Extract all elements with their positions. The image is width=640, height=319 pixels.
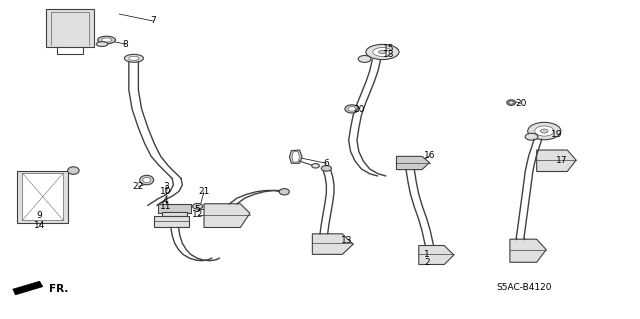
Ellipse shape (129, 56, 139, 60)
Ellipse shape (525, 133, 538, 140)
Polygon shape (154, 216, 189, 227)
Text: 22: 22 (132, 182, 144, 191)
Ellipse shape (528, 122, 561, 140)
Polygon shape (22, 173, 63, 220)
Polygon shape (157, 204, 191, 213)
Text: 5: 5 (195, 205, 200, 214)
Text: 3: 3 (163, 182, 169, 191)
Ellipse shape (509, 101, 513, 104)
Ellipse shape (124, 54, 143, 62)
Text: S5AC-B4120: S5AC-B4120 (496, 283, 552, 292)
Text: 21: 21 (198, 187, 210, 196)
Text: 9: 9 (36, 211, 42, 220)
Polygon shape (162, 212, 187, 216)
Polygon shape (46, 9, 94, 47)
Ellipse shape (68, 167, 79, 174)
Ellipse shape (312, 164, 319, 168)
Text: 6: 6 (323, 159, 329, 168)
Text: 7: 7 (150, 17, 156, 26)
Polygon shape (419, 246, 454, 264)
Polygon shape (13, 281, 43, 295)
Text: 19: 19 (551, 130, 563, 139)
Ellipse shape (97, 42, 108, 47)
Polygon shape (17, 171, 68, 223)
Polygon shape (204, 204, 250, 227)
Text: 14: 14 (34, 221, 45, 230)
Text: 12: 12 (192, 210, 204, 219)
Text: 15: 15 (383, 44, 395, 53)
Text: 16: 16 (424, 151, 435, 160)
Ellipse shape (535, 126, 554, 136)
Text: 8: 8 (123, 40, 129, 48)
Text: 11: 11 (160, 202, 172, 211)
Polygon shape (292, 151, 300, 162)
Ellipse shape (345, 105, 359, 113)
Text: 4: 4 (163, 196, 168, 205)
Text: 20: 20 (354, 105, 365, 114)
Text: 1: 1 (424, 250, 430, 259)
Ellipse shape (140, 175, 154, 185)
Ellipse shape (379, 50, 387, 54)
Ellipse shape (540, 129, 548, 133)
Text: 20: 20 (515, 99, 527, 108)
Text: 18: 18 (383, 50, 395, 59)
Polygon shape (289, 150, 302, 163)
Ellipse shape (507, 100, 516, 105)
Text: 2: 2 (424, 258, 430, 267)
Ellipse shape (358, 56, 371, 63)
Text: FR.: FR. (49, 284, 68, 294)
Ellipse shape (101, 38, 111, 42)
Ellipse shape (98, 36, 115, 44)
Ellipse shape (321, 166, 332, 171)
Ellipse shape (279, 189, 289, 195)
Polygon shape (312, 234, 353, 254)
Text: 10: 10 (160, 187, 172, 196)
Text: 17: 17 (556, 156, 568, 165)
Text: 13: 13 (341, 236, 353, 245)
Polygon shape (510, 239, 546, 262)
Ellipse shape (193, 204, 203, 209)
Polygon shape (396, 156, 429, 170)
Ellipse shape (366, 44, 399, 60)
Ellipse shape (143, 178, 150, 182)
Ellipse shape (348, 107, 356, 111)
Ellipse shape (373, 48, 392, 56)
Polygon shape (537, 150, 576, 172)
